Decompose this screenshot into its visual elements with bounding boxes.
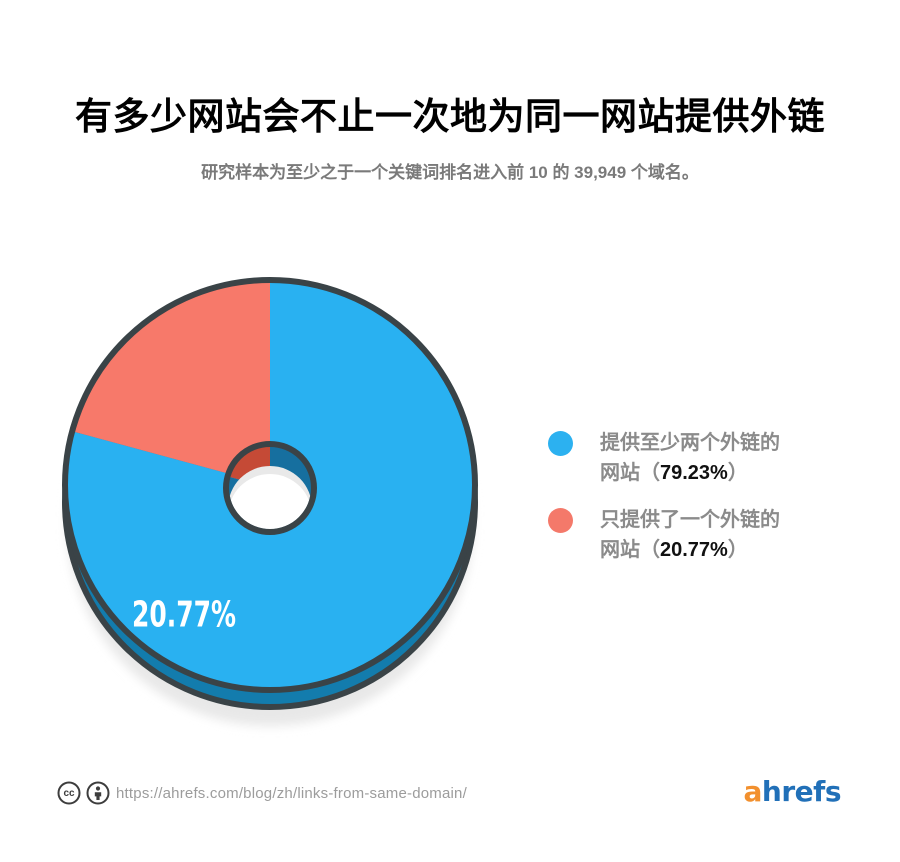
legend-red-suffix: ）: [727, 539, 748, 561]
legend-label-blue: 提供至少两个外链的 网站（79.23%）: [600, 428, 780, 488]
pie-outline: [62, 277, 478, 693]
legend-item-red: 只提供了一个外链的 网站（20.77%）: [548, 505, 780, 565]
hole-outline: [223, 441, 317, 535]
page-subtitle: 研究样本为至少之于一个关键词排名进入前 10 的 39,949 个域名。: [201, 163, 699, 182]
ahrefs-logo-rest: hrefs: [761, 775, 842, 808]
chart-legend: 提供至少两个外链的 网站（79.23%） 只提供了一个外链的 网站（20.77%…: [548, 428, 780, 565]
hole-interior: [229, 466, 311, 529]
legend-blue-line1: 提供至少两个外链的: [600, 432, 780, 454]
slice-label-red: 20.77%: [132, 595, 236, 636]
legend-blue-value: 79.23%: [660, 462, 728, 484]
source-url: https://ahrefs.com/blog/zh/links-from-sa…: [116, 785, 467, 802]
legend-red-prefix: 网站（: [600, 539, 660, 561]
legend-blue-suffix: ）: [727, 462, 748, 484]
legend-swatch-blue-icon: [548, 431, 573, 456]
legend-red-line1: 只提供了一个外链的: [600, 509, 780, 531]
ahrefs-logo: ahrefs: [744, 775, 842, 808]
legend-label-red: 只提供了一个外链的 网站（20.77%）: [600, 505, 780, 565]
legend-swatch-red-icon: [548, 508, 573, 533]
attribution-icon: [86, 781, 110, 805]
page-title: 有多少网站会不止一次地为同一网站提供外链: [75, 96, 825, 137]
donut-pie-chart: 20.77% 79.23%: [62, 277, 478, 726]
pie-slice-red: [72, 280, 270, 485]
legend-blue-prefix: 网站（: [600, 462, 660, 484]
license-icons: cc: [57, 781, 110, 805]
legend-red-value: 20.77%: [660, 539, 728, 561]
legend-item-blue: 提供至少两个外链的 网站（79.23%）: [548, 428, 780, 488]
ahrefs-logo-a: a: [743, 775, 763, 808]
cc-icon-text: cc: [63, 788, 75, 799]
creative-commons-icon: cc: [57, 781, 81, 805]
